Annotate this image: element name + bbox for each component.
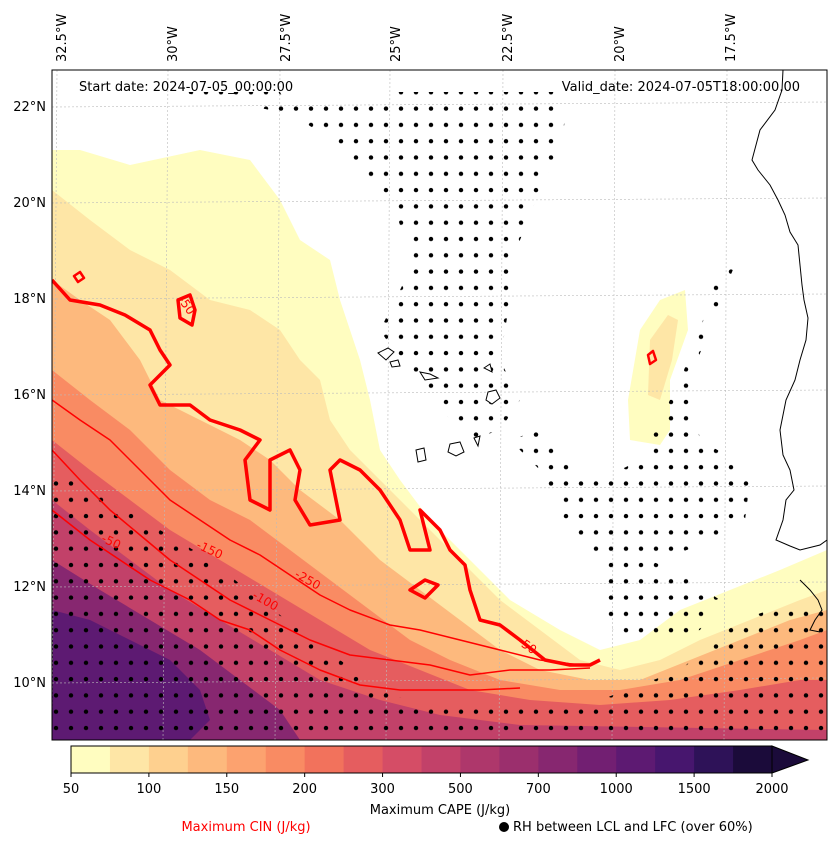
colorbar-segment — [616, 746, 656, 773]
colorbar — [71, 746, 773, 773]
colorbar-tick-label: 1500 — [678, 782, 711, 797]
colorbar-tick-label: 2000 — [755, 782, 788, 797]
colorbar-segment — [109, 746, 150, 773]
lat-label: 14°N — [13, 484, 46, 499]
map-frame — [51, 69, 828, 741]
colorbar-tick-label: 50 — [63, 782, 80, 797]
africa-coastline — [751, 70, 827, 551]
cape-verde-islands — [377, 347, 501, 463]
colorbar-segment — [265, 746, 306, 773]
colorbar-segment — [187, 746, 228, 773]
colorbar-segment — [577, 746, 617, 773]
colorbar-segment — [226, 746, 267, 773]
colorbar-segment — [655, 746, 695, 773]
cin-contour-50-small1 — [176, 293, 197, 327]
lon-label: 30°W — [166, 26, 181, 62]
map-area: -50 -50 -150 -250 -100 -50 — [52, 70, 827, 740]
cin-contour-100 — [52, 509, 521, 691]
colorbar-segment — [343, 746, 384, 773]
lat-label: 18°N — [13, 292, 46, 307]
latitude-labels: 22°N 20°N 18°N 16°N 14°N 12°N 10°N — [13, 100, 46, 691]
colorbar-segment — [71, 746, 111, 773]
colorbar-segment — [538, 746, 578, 773]
cin-contour-50-thick — [52, 278, 601, 667]
colorbar-segment — [499, 746, 539, 773]
colorbar-tick-label: 100 — [136, 782, 161, 797]
cin-contour-250 — [52, 449, 591, 676]
colorbar-tick-label: 1000 — [600, 782, 633, 797]
colorbar-segment — [421, 746, 461, 773]
lon-label: 17.5°W — [724, 14, 739, 62]
lat-label: 10°N — [13, 676, 46, 691]
colorbar-extend-arrow — [771, 745, 810, 774]
lat-label: 12°N — [13, 580, 46, 595]
colorbar-tick-label: 150 — [214, 782, 239, 797]
rh-dots-south — [52, 470, 827, 740]
colorbar-tick-label: 300 — [370, 782, 395, 797]
rh-stipple — [52, 92, 827, 740]
lon-label: 27.5°W — [279, 14, 294, 62]
cin-legend-label: Maximum CIN (J/kg) — [181, 820, 310, 835]
colorbar-segment — [304, 746, 345, 773]
lat-label: 16°N — [13, 388, 46, 403]
rh-dots-east — [600, 560, 720, 640]
cin-contour-east — [646, 349, 658, 366]
cin-contours — [52, 270, 658, 691]
lat-label: 22°N — [13, 100, 46, 115]
colorbar-segment — [460, 746, 500, 773]
cin-contour-50-small3 — [72, 270, 86, 284]
colorbar-segment — [733, 746, 773, 773]
contour-labels: -50 -50 -150 -250 -100 -50 — [99, 293, 539, 657]
colorbar-ticks: 50 100 150 200 300 500 700 1000 1500 2000 — [63, 773, 789, 797]
colorbar-tick-label: 500 — [448, 782, 473, 797]
cin-contour-150 — [52, 399, 581, 666]
lat-label: 20°N — [13, 196, 46, 211]
rh-dots-north — [180, 92, 565, 440]
colorbar-frame — [70, 745, 773, 774]
colorbar-segment — [382, 746, 422, 773]
valid-date-label: Valid_date: 2024-07-05T18:00:00.00 — [562, 80, 800, 95]
lon-label: 22.5°W — [501, 14, 516, 62]
cin-contour-50-small2 — [408, 578, 440, 600]
lon-label: 32.5°W — [55, 14, 70, 62]
rh-legend-label: RH between LCL and LFC (over 60%) — [513, 820, 753, 835]
longitude-labels: 32.5°W 30°W 27.5°W 25°W 22.5°W 20°W 17.5… — [55, 14, 739, 62]
colorbar-segment — [148, 746, 189, 773]
rh-legend-dot-icon — [499, 822, 509, 832]
start-date-label: Start date: 2024-07-05_00:00:00 — [79, 80, 293, 95]
colorbar-segment — [694, 746, 734, 773]
lon-label: 20°W — [613, 26, 628, 62]
africa-coastline-south — [799, 579, 823, 633]
colorbar-tick-label: 200 — [292, 782, 317, 797]
colorbar-tick-label: 700 — [526, 782, 551, 797]
lon-label: 25°W — [389, 26, 404, 62]
rh-dots-mid — [510, 265, 750, 560]
colorbar-label: Maximum CAPE (J/kg) — [370, 803, 510, 818]
cape-plume-east-core — [648, 315, 678, 400]
